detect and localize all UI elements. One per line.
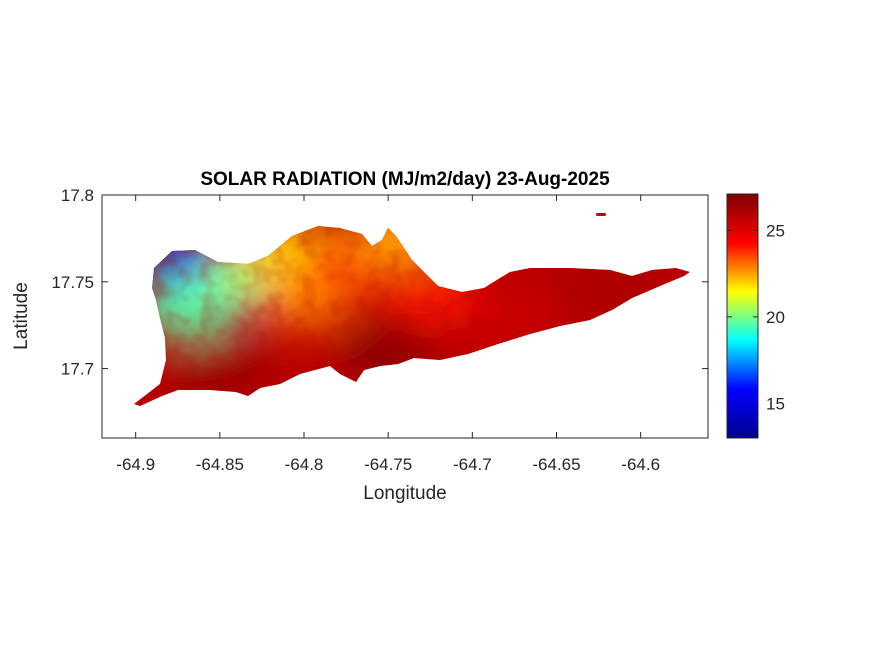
y-axis-ticks: 17.7 17.75 17.8 (51, 186, 708, 379)
x-tick-label: -64.6 (621, 455, 660, 474)
map-island (134, 226, 690, 406)
y-tick-label: 17.8 (61, 186, 94, 205)
x-tick-label: -64.9 (116, 455, 155, 474)
radiation-texture (134, 226, 690, 406)
y-axis-label: Latitude (11, 282, 32, 350)
y-tick-label: 17.7 (61, 360, 94, 379)
buck-island-patch (596, 213, 606, 216)
x-axis-ticks: -64.9 -64.85 -64.8 -64.75 -64.7 -64.65 -64.6 (116, 195, 660, 474)
x-tick-label: -64.8 (285, 455, 324, 474)
x-tick-label: -64.75 (364, 455, 412, 474)
x-tick-label: -64.7 (453, 455, 492, 474)
colorbar-ticks: 15 20 25 (727, 221, 785, 413)
y-tick-label: 17.75 (51, 273, 94, 292)
x-axis-label: Longitude (363, 483, 446, 504)
x-tick-label: -64.85 (196, 455, 244, 474)
colorbar-tick-label: 20 (766, 308, 785, 327)
chart-title: SOLAR RADIATION (MJ/m2/day) 23-Aug-2025 (200, 169, 610, 190)
map-axes-box (101, 194, 709, 439)
colorbar-tick-label: 15 (766, 394, 785, 413)
colorbar-tick-label: 25 (766, 221, 785, 240)
colorbar (726, 193, 759, 439)
x-tick-label: -64.65 (532, 455, 580, 474)
